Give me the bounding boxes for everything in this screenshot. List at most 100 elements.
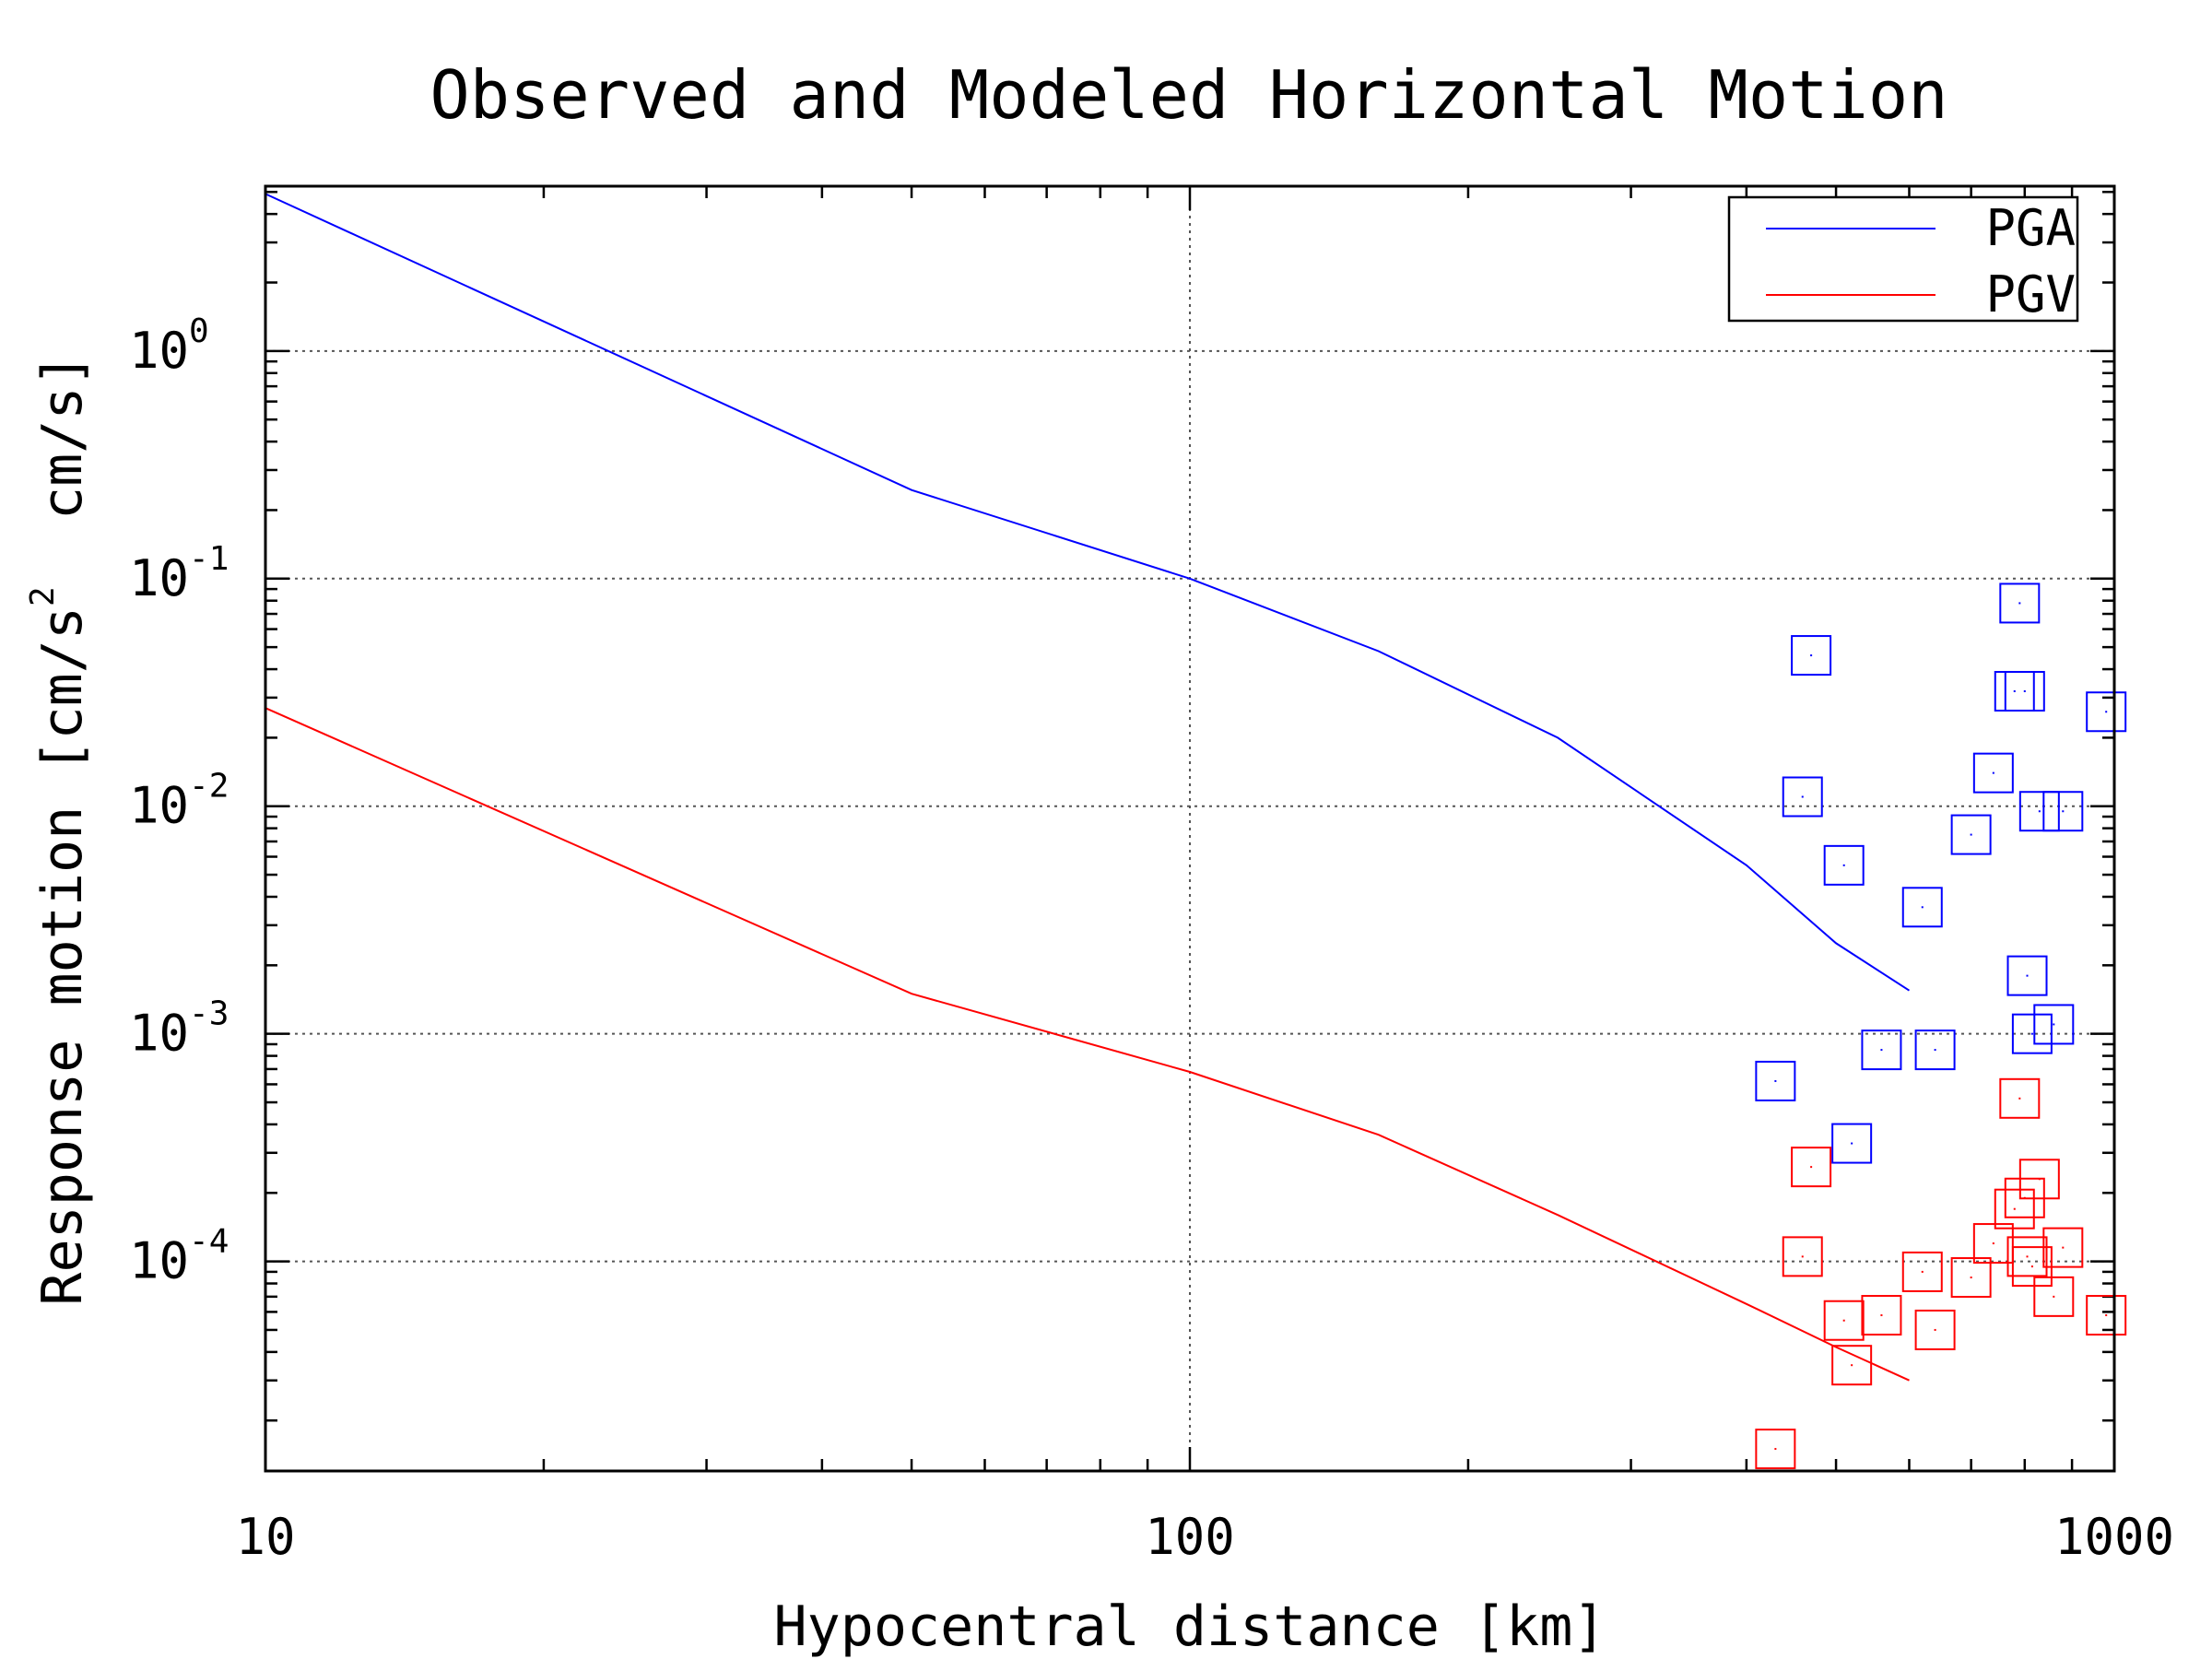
scatter-marker-dot bbox=[1992, 771, 1994, 774]
scatter-marker bbox=[1823, 844, 1865, 886]
scatter-marker-dot bbox=[2062, 1246, 2065, 1249]
scatter-marker bbox=[2018, 1159, 2060, 1200]
scatter-marker bbox=[2033, 1004, 2075, 1045]
scatter-marker-dot bbox=[1801, 1255, 1804, 1258]
scatter-marker-dot bbox=[1970, 1277, 1972, 1279]
y-axis-label: Response motion [cm/s2 cm/s] bbox=[24, 353, 95, 1305]
scatter-marker bbox=[1901, 887, 1943, 928]
scatter-marker-dot bbox=[1774, 1079, 1777, 1082]
scatter-marker bbox=[1782, 1236, 1823, 1277]
scatter-marker-dot bbox=[1880, 1049, 1883, 1052]
scatter-marker-dot bbox=[1934, 1049, 1936, 1052]
y-tick-label: 10-3 bbox=[129, 995, 229, 1063]
x-tick-label: 100 bbox=[1145, 1508, 1235, 1566]
chart-title: Observed and Modeled Horizontal Motion bbox=[429, 56, 1947, 134]
scatter-marker bbox=[2042, 1227, 2084, 1268]
scatter-marker-dot bbox=[2018, 602, 2021, 605]
scatter-marker-dot bbox=[2013, 689, 2016, 692]
y-tick-label: 10-2 bbox=[129, 768, 229, 835]
scatter-marker bbox=[2086, 691, 2127, 733]
scatter-marker-dot bbox=[1992, 1242, 1994, 1245]
y-tick-label-base: 10 bbox=[129, 549, 189, 607]
scatter-marker-dot bbox=[2053, 1023, 2055, 1026]
axis-ticks bbox=[264, 186, 2114, 1471]
y-tick-label-exponent: -3 bbox=[189, 995, 229, 1033]
scatter-marker bbox=[1831, 1123, 1873, 1164]
scatter-marker bbox=[1950, 1257, 1992, 1299]
scatter-marker-dot bbox=[2018, 1097, 2021, 1100]
y-tick-label-exponent: -2 bbox=[189, 768, 229, 806]
scatter-marker bbox=[2006, 955, 2048, 996]
scatter-marker-dot bbox=[2030, 1265, 2033, 1268]
series-line-pgv bbox=[265, 707, 1910, 1382]
scatter-marker bbox=[2086, 1295, 2127, 1336]
scatter-marker bbox=[2018, 791, 2060, 832]
y-tick-label-base: 10 bbox=[129, 1005, 189, 1063]
scatter-marker bbox=[1823, 1300, 1865, 1341]
y-tick-label-base: 10 bbox=[129, 322, 189, 380]
scatter-marker-dot bbox=[1921, 906, 1924, 909]
scatter-marker bbox=[1972, 752, 2014, 794]
scatter-marker bbox=[1791, 635, 1832, 677]
scatter-marker-dot bbox=[2105, 1314, 2108, 1317]
x-axis-label: Hypocentral distance [km] bbox=[773, 1594, 1606, 1659]
scatter-marker bbox=[1782, 776, 1823, 818]
scatter-marker bbox=[2006, 1236, 2048, 1277]
scatter-marker-dot bbox=[2030, 1032, 2033, 1035]
plot-frame bbox=[264, 184, 2116, 1473]
scatter-marker-dot bbox=[2013, 1207, 2016, 1210]
scatter-marker-dot bbox=[1810, 654, 1813, 657]
scatter-marker bbox=[1901, 1251, 1943, 1292]
y-tick-label: 10-4 bbox=[129, 1223, 229, 1290]
scatter-marker-dot bbox=[1880, 1314, 1883, 1317]
scatter-marker-dot bbox=[2038, 1178, 2041, 1181]
scatter-marker bbox=[1861, 1030, 1902, 1071]
scatter-marker bbox=[2033, 1276, 2075, 1317]
scatter-marker bbox=[1861, 1295, 1902, 1336]
scatter-marker bbox=[1914, 1030, 1956, 1071]
scatter-marker bbox=[1950, 814, 1992, 855]
scatter-marker-dot bbox=[1851, 1364, 1853, 1367]
scatter-marker bbox=[1755, 1060, 1796, 1101]
scatter-marker-dot bbox=[1851, 1142, 1853, 1145]
scatter-marker-dot bbox=[1934, 1328, 1936, 1331]
scatter-marker-dot bbox=[1970, 833, 1972, 836]
scatter-marker-dot bbox=[1801, 795, 1804, 798]
scatter-marker bbox=[2011, 1013, 2053, 1054]
scatter-marker bbox=[1914, 1309, 1956, 1350]
x-tick-label: 1000 bbox=[2054, 1508, 2174, 1566]
scatter-marker bbox=[1999, 582, 2041, 624]
scatter-marker bbox=[1994, 1188, 2035, 1230]
y-tick-label: 100 bbox=[129, 312, 209, 380]
y-tick-label: 10-1 bbox=[129, 540, 229, 607]
x-tick-label: 10 bbox=[235, 1508, 295, 1566]
y-tick-label-exponent: -1 bbox=[189, 540, 229, 578]
scatter-marker-dot bbox=[2053, 1295, 2055, 1298]
y-axis-label-tail: cm/s] bbox=[30, 353, 95, 586]
legend-label-pga: PGA bbox=[1985, 199, 2076, 257]
scatter-marker-dot bbox=[2026, 974, 2029, 977]
scatter-marker bbox=[2004, 670, 2045, 712]
y-tick-label-exponent: 0 bbox=[189, 312, 209, 350]
scatter-marker-dot bbox=[2062, 810, 2065, 813]
scatter-marker bbox=[1755, 1429, 1796, 1470]
y-tick-label-base: 10 bbox=[129, 1232, 189, 1290]
legend-label-pgv: PGV bbox=[1985, 265, 2076, 324]
scatter-marker-dot bbox=[2023, 689, 2026, 692]
legend: PGA PGV bbox=[1727, 195, 2079, 324]
y-axis-label-sup: 2 bbox=[24, 586, 62, 606]
y-tick-label-base: 10 bbox=[129, 777, 189, 835]
scatter-marker bbox=[1831, 1345, 1873, 1386]
scatter-marker-dot bbox=[1842, 1319, 1845, 1322]
y-axis-label-main: Response motion [cm/s bbox=[30, 606, 95, 1306]
data-series bbox=[265, 193, 2127, 1470]
scatter-marker-dot bbox=[1774, 1448, 1777, 1451]
series-line-pga bbox=[265, 193, 1911, 992]
scatter-marker-dot bbox=[2105, 711, 2108, 713]
scatter-marker-dot bbox=[1810, 1166, 1813, 1169]
scatter-marker-dot bbox=[2038, 810, 2041, 813]
scatter-marker-dot bbox=[1842, 864, 1845, 866]
scatter-marker bbox=[1972, 1223, 2014, 1265]
